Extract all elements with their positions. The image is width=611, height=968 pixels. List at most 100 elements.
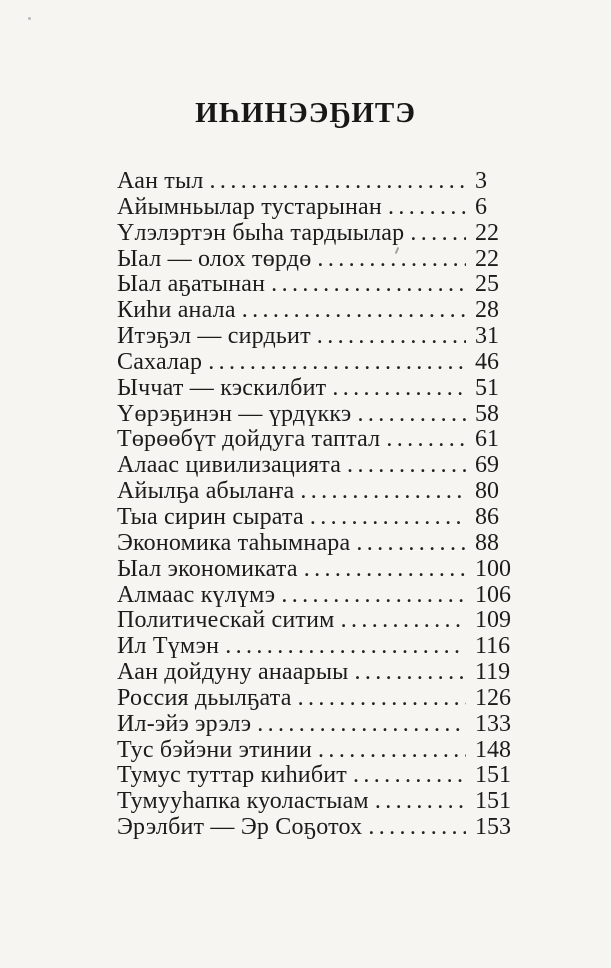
toc-entry-label: Ыал экономиката <box>117 555 298 582</box>
dot-leader <box>271 272 466 298</box>
dot-leader <box>375 789 466 815</box>
dot-leader <box>257 712 466 738</box>
toc-entry-page: 25 <box>475 271 499 298</box>
toc-entry-label: Айымньылар тустарынан <box>117 193 382 220</box>
dot-leader <box>317 247 466 273</box>
dot-leader <box>300 479 466 505</box>
dot-leader <box>357 402 466 428</box>
dot-leader <box>310 505 466 531</box>
dot-leader <box>354 660 466 686</box>
toc-entry-label: Ыал — олох төрдө <box>117 245 312 272</box>
dot-leader <box>208 350 466 376</box>
toc-entry-label: Политическай ситим <box>117 607 335 634</box>
toc-entry-page: 61 <box>475 426 499 453</box>
dot-leader <box>347 453 466 479</box>
toc-row: Аан дойдуну анаарыы 119 <box>117 659 512 686</box>
dot-leader <box>304 557 466 583</box>
toc-entry-page: 126 <box>475 684 511 711</box>
toc-entry-page: 100 <box>475 555 511 582</box>
toc-entry-label: Үлэлэртэн быһа тардыылар <box>117 219 405 246</box>
toc-row: Алаас цивилизацията 69 <box>117 452 512 479</box>
dot-leader <box>410 221 466 247</box>
toc-entry-label: Айылҕа абылаҥа <box>117 478 295 505</box>
toc-entry-label: Тумууһапка куоластыам <box>117 788 369 815</box>
toc-row: Тус бэйэни этинии 148 <box>117 736 512 764</box>
page-title: ИҺИНЭЭҔИТЭ <box>195 97 416 129</box>
toc-entry-label: Киһи анала <box>117 297 236 324</box>
toc-entry-page: 3 <box>475 168 487 194</box>
dot-leader <box>317 324 466 350</box>
dot-leader <box>341 608 466 634</box>
dot-leader <box>210 169 466 195</box>
toc-row: Сахалар 46 <box>117 348 512 376</box>
toc-entry-label: Ил Түмэн <box>117 633 220 660</box>
toc-entry-page: 86 <box>475 503 499 530</box>
toc-row: Төрөөбүт дойдуга таптал 61 <box>117 426 512 454</box>
toc-entry-label: Эрэлбит — Эр Соҕотох <box>117 814 363 841</box>
toc-entry-page: 22 <box>475 245 499 272</box>
toc-row: Ыал экономиката 100 <box>117 555 512 583</box>
toc-row: Алмаас күлүмэ 106 <box>117 581 512 609</box>
toc-entry-page: 80 <box>475 478 499 505</box>
toc-entry-page: 46 <box>475 348 499 375</box>
dot-leader <box>225 634 466 660</box>
toc-entry-page: 119 <box>475 659 511 686</box>
toc-entry-page: 151 <box>475 762 511 789</box>
toc-entry-label: Аан дойдуну анаарыы <box>117 659 349 686</box>
dot-leader <box>388 195 466 221</box>
toc-entry-label: Алаас цивилизацията <box>117 452 342 479</box>
dot-leader <box>386 427 466 453</box>
dot-leader <box>318 738 466 764</box>
toc-entry-label: Үөрэҕинэн — үрдүккэ <box>117 400 352 427</box>
toc-entry-label: Ыччат — кэскилбит <box>117 374 327 401</box>
toc-row: Россия дьылҕата 126 <box>117 684 512 712</box>
toc-row: Экономика таһымнара 88 <box>117 529 512 557</box>
toc-row: Политическай ситим 109 <box>117 607 512 634</box>
toc-entry-page: 28 <box>475 297 499 324</box>
toc-row: Итэҕэл — сирдьит 31 <box>117 323 512 350</box>
toc-entry-label: Сахалар <box>117 348 203 375</box>
toc-row: Тумус туттар киһибит 151 <box>117 762 512 790</box>
toc-row: Тыа сирин сырата 86 <box>117 503 512 531</box>
toc-entry-page: 31 <box>475 323 499 350</box>
toc-row: Айылҕа абылаҥа 80 <box>117 478 512 505</box>
toc-entry-page: 133 <box>475 710 511 737</box>
dot-leader <box>368 815 466 841</box>
toc-row: Ил-эйэ эрэлэ 133 <box>117 710 512 738</box>
toc-entry-label: Россия дьылҕата <box>117 684 292 711</box>
toc-row: Ил Түмэн 116 <box>117 633 512 660</box>
toc-entry-label: Тус бэйэни этинии <box>117 736 313 763</box>
table-of-contents: Аан тыл3Айымньылар тустарынан6Үлэлэртэн … <box>117 168 512 841</box>
toc-row: Ыал аҕатынан 25 <box>117 271 512 299</box>
toc-entry-label: Ил-эйэ эрэлэ <box>117 710 252 737</box>
toc-row: Үлэлэртэн быһа тардыылар 22 <box>117 219 512 247</box>
toc-entry-label: Экономика таһымнара <box>117 529 351 556</box>
toc-entry-label: Итэҕэл — сирдьит <box>117 323 311 350</box>
dot-leader <box>353 763 466 789</box>
toc-entry-page: 69 <box>475 452 499 479</box>
toc-entry-label: Төрөөбүт дойдуга таптал <box>117 426 381 453</box>
dot-leader <box>242 298 466 324</box>
toc-row: Ыал — олох төрдө 22 <box>117 245 512 273</box>
toc-entry-page: 88 <box>475 529 499 556</box>
toc-entry-page: 58 <box>475 400 499 427</box>
scan-speck <box>28 17 31 20</box>
toc-entry-page: 109 <box>475 607 511 634</box>
toc-entry-page: 148 <box>475 736 511 763</box>
toc-entry-label: Алмаас күлүмэ <box>117 581 276 608</box>
toc-row: Ыччат — кэскилбит 51 <box>117 374 512 402</box>
dot-leader <box>281 583 466 609</box>
toc-entry-label: Тумус туттар киһибит <box>117 762 347 789</box>
toc-entry-label: Тыа сирин сырата <box>117 503 304 530</box>
toc-row: Киһи анала 28 <box>117 297 512 324</box>
toc-entry-page: 153 <box>475 814 511 841</box>
dot-leader <box>298 686 466 712</box>
toc-entry-page: 106 <box>475 581 511 608</box>
toc-entry-page: 51 <box>475 374 499 401</box>
toc-entry-page: 6 <box>475 193 487 220</box>
dot-leader <box>356 531 466 557</box>
toc-row: Тумууһапка куоластыам 151 <box>117 788 512 815</box>
toc-entry-label: Ыал аҕатынан <box>117 271 266 298</box>
toc-row: Айымньылар тустарынан 6 <box>117 193 512 221</box>
